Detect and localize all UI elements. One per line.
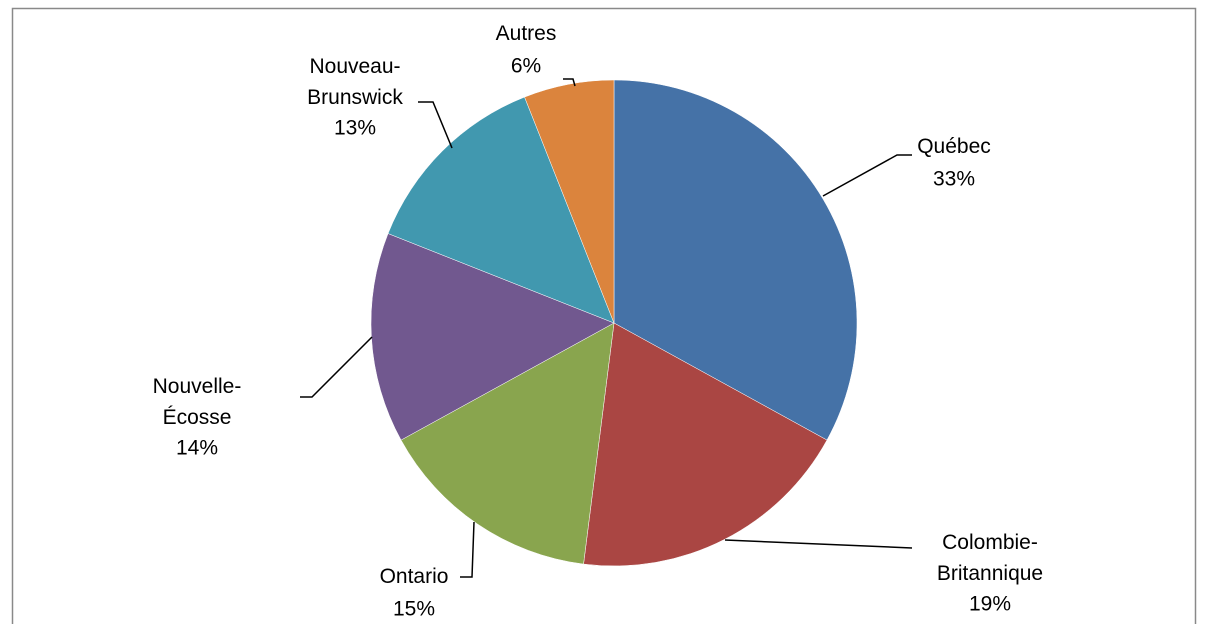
- pie-slice: [583, 322, 828, 567]
- pie-slice: [387, 96, 615, 324]
- value-label: 6%: [511, 55, 541, 78]
- leader-line: [724, 539, 913, 549]
- value-label: 13%: [334, 117, 376, 140]
- value-label: 33%: [933, 168, 975, 191]
- leader-line: [300, 336, 373, 398]
- category-label: Autres: [496, 22, 557, 45]
- category-label: Québec: [917, 135, 991, 158]
- pie-slice: [524, 79, 615, 324]
- leader-line: [822, 154, 912, 197]
- value-label: 19%: [969, 593, 1011, 616]
- category-label: Ontario: [380, 565, 449, 588]
- category-label: Colombie-Britannique: [937, 531, 1043, 585]
- pie-slice: [400, 322, 615, 565]
- category-label: Nouveau-Brunswick: [307, 55, 403, 109]
- leader-line: [460, 521, 475, 578]
- pie-slice: [613, 79, 858, 441]
- value-label: 15%: [393, 598, 435, 621]
- leader-line: [418, 101, 453, 149]
- value-label: 14%: [176, 437, 218, 460]
- leader-line: [563, 78, 576, 87]
- category-label: Nouvelle-Écosse: [153, 375, 242, 429]
